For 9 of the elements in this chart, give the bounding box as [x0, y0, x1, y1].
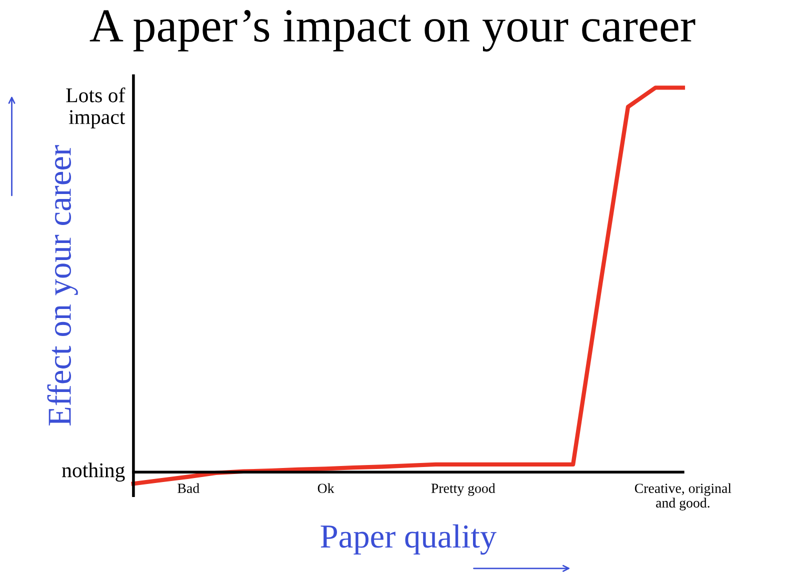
x-tick-label: Creative, original and good.: [634, 483, 732, 510]
chart-title: A paper’s impact on your career: [90, 10, 696, 52]
x-tick-label: Ok: [318, 483, 334, 494]
x-tick-label: Pretty good: [431, 483, 496, 496]
text: nothing: [62, 462, 125, 482]
text: Lots of impact: [66, 87, 126, 128]
x-tick-label: Bad: [178, 483, 200, 494]
x-axis-title: Paper quality: [320, 524, 496, 555]
y-axis-title: Effect on your career: [47, 145, 78, 426]
